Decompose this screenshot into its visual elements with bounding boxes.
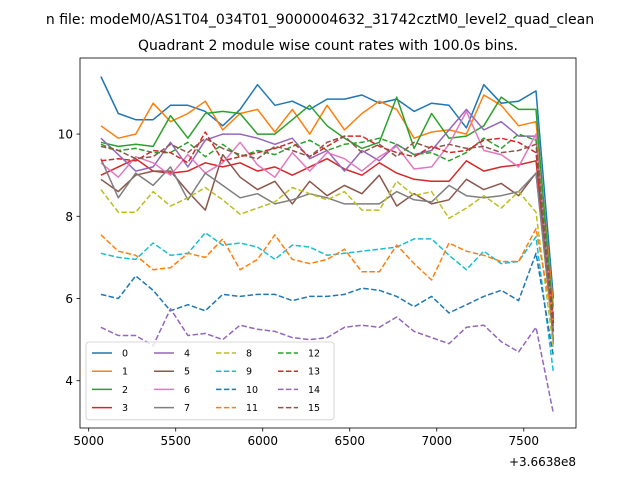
series-layer — [100, 76, 555, 414]
legend-label-9: 9 — [246, 367, 252, 378]
legend-label-11: 11 — [246, 403, 258, 414]
series-line-11 — [100, 227, 555, 324]
axes-frame — [79, 57, 577, 429]
series-line-7 — [100, 158, 555, 340]
series-line-15 — [100, 135, 555, 332]
y-tick-label: 4 — [65, 374, 73, 388]
legend-label-4: 4 — [184, 349, 190, 360]
figure-suptitle: n file: modeM0/AS1T04_034T01_9000004632_… — [46, 12, 594, 28]
series-line-9 — [100, 231, 555, 373]
x-tick-label: 5000 — [73, 434, 104, 448]
series-line-8 — [100, 180, 555, 348]
legend-label-5: 5 — [184, 367, 190, 378]
legend-label-3: 3 — [122, 403, 128, 414]
legend-label-2: 2 — [122, 385, 128, 396]
x-tick-label: 7000 — [421, 434, 452, 448]
series-line-0 — [100, 76, 555, 299]
series-line-4 — [100, 108, 555, 344]
series-line-13 — [100, 131, 555, 324]
chart-title: Quadrant 2 module wise count rates with … — [138, 38, 518, 54]
y-tick-label: 6 — [65, 292, 73, 306]
y-tick-label: 8 — [65, 210, 73, 224]
legend-label-7: 7 — [184, 403, 190, 414]
legend-label-13: 13 — [308, 367, 320, 378]
x-axis: 5000 5500 6000 6500 7000 7500 — [73, 428, 539, 448]
x-tick-label: 6500 — [334, 434, 365, 448]
legend-label-0: 0 — [122, 349, 128, 360]
series-line-3 — [100, 157, 555, 320]
legend-label-10: 10 — [246, 385, 258, 396]
legend-label-6: 6 — [184, 385, 190, 396]
legend-label-1: 1 — [122, 367, 128, 378]
series-line-10 — [100, 252, 555, 357]
series-line-12 — [100, 133, 555, 315]
legend-box — [85, 341, 335, 421]
series-line-6 — [100, 110, 555, 328]
x-tick-label: 6000 — [247, 434, 278, 448]
x-tick-label: 7500 — [509, 434, 540, 448]
y-axis: 4 6 8 10 — [58, 128, 80, 388]
legend-label-15: 15 — [308, 403, 320, 414]
x-tick-label: 5500 — [160, 434, 191, 448]
legend-label-12: 12 — [308, 349, 320, 360]
x-axis-offset-label: +3.6638e8 — [509, 455, 576, 469]
series-line-1 — [100, 94, 555, 307]
series-line-2 — [100, 96, 555, 324]
y-tick-label: 10 — [58, 128, 73, 142]
legend-label-8: 8 — [246, 349, 252, 360]
series-line-14 — [100, 308, 555, 414]
legend-label-14: 14 — [308, 385, 320, 396]
